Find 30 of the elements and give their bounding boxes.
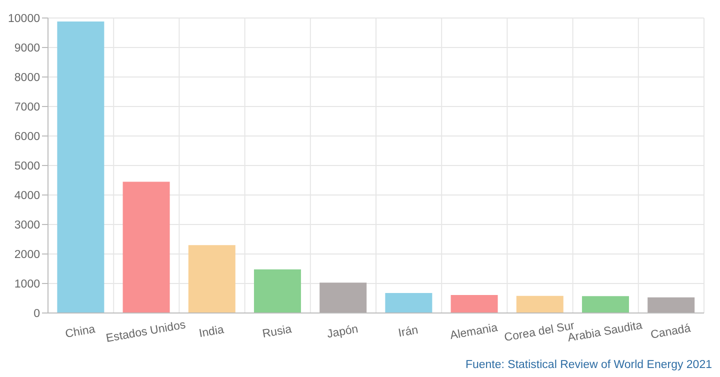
x-tick-label: China bbox=[64, 323, 97, 341]
x-tick-label: Estados Unidos bbox=[105, 319, 187, 345]
x-tick-label: Canadá bbox=[650, 322, 692, 342]
bar bbox=[516, 296, 564, 313]
y-tick-label: 5000 bbox=[14, 160, 40, 173]
x-tick-label: Alemania bbox=[449, 322, 500, 342]
bar bbox=[122, 182, 170, 313]
y-tick-label: 8000 bbox=[14, 72, 40, 84]
bar bbox=[320, 282, 367, 313]
bar bbox=[582, 296, 629, 313]
y-tick-label: 1000 bbox=[14, 278, 40, 291]
y-tick-label: 2000 bbox=[14, 249, 40, 262]
bar bbox=[648, 297, 695, 313]
x-tick-label: Japón bbox=[326, 323, 360, 341]
y-tick-label: 10000 bbox=[8, 13, 40, 26]
x-tick-label: Rusia bbox=[262, 323, 294, 341]
bar bbox=[254, 269, 301, 313]
x-tick-label: India bbox=[198, 324, 226, 340]
source-note: Fuente: Statistical Review of World Energy 2021 bbox=[464, 359, 712, 371]
x-tick-label: Irán bbox=[397, 324, 420, 340]
y-tick-label: 7000 bbox=[14, 102, 40, 114]
y-tick-label: 6000 bbox=[14, 131, 40, 144]
y-tick-label: 0 bbox=[34, 308, 40, 320]
bar bbox=[188, 245, 236, 313]
y-tick-label: 4000 bbox=[14, 190, 40, 202]
bar bbox=[450, 295, 498, 313]
bar bbox=[385, 292, 432, 313]
bar bbox=[57, 22, 104, 313]
y-tick-label: 3000 bbox=[14, 220, 40, 232]
y-tick-label: 9000 bbox=[14, 42, 40, 55]
